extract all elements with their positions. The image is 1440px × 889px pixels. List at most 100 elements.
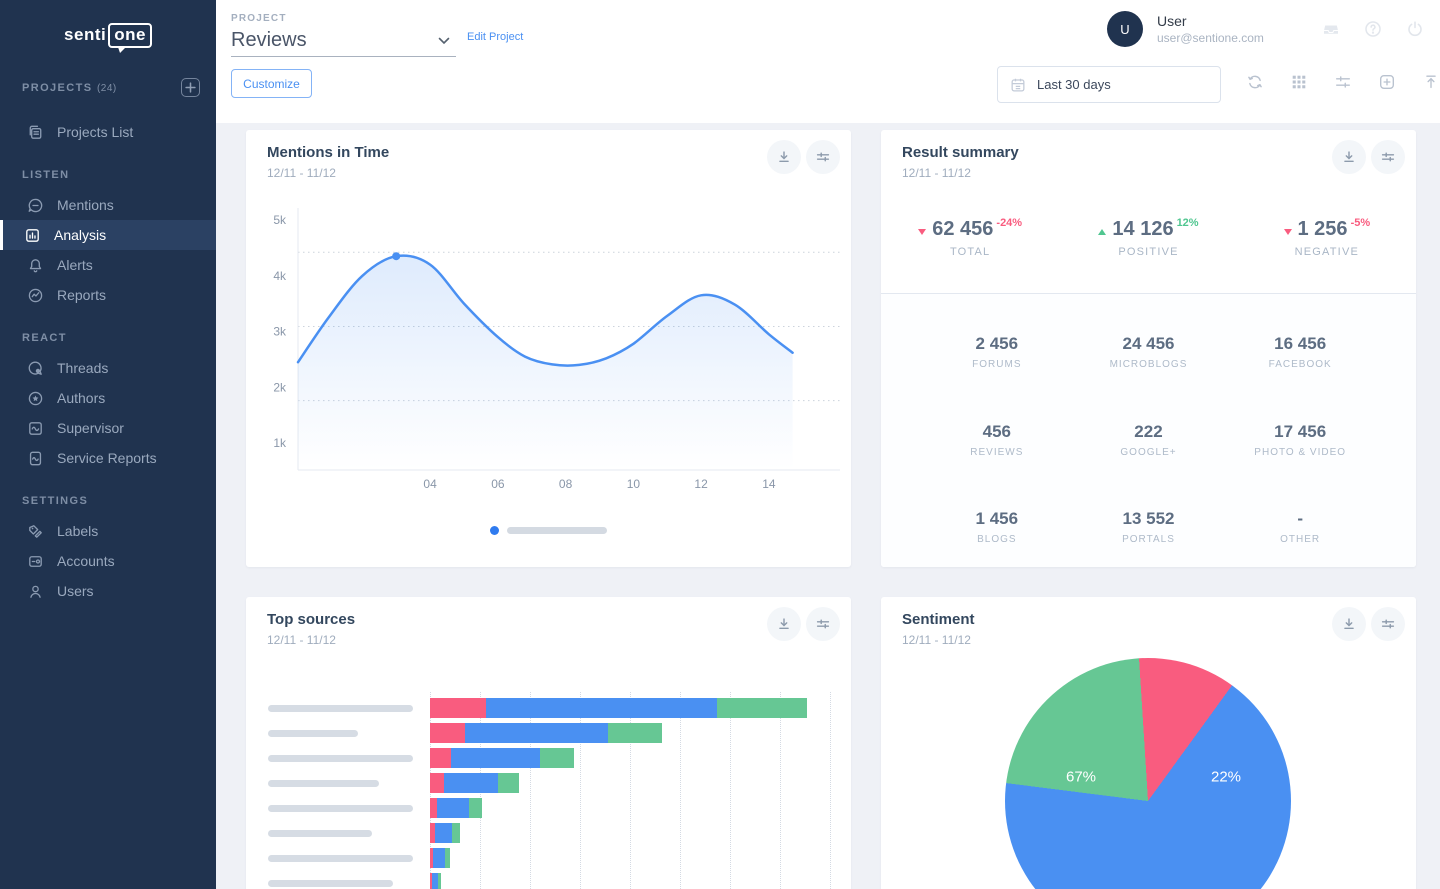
calendar-icon <box>1009 76 1027 94</box>
pie-slice-label: 22% <box>1210 768 1242 786</box>
source-bar-row[interactable] <box>246 848 851 868</box>
inbox-icon[interactable] <box>1321 19 1341 39</box>
bar-segment-negative[interactable] <box>430 798 437 818</box>
avatar[interactable]: U <box>1107 11 1143 47</box>
breakdown-value: 2 456 <box>975 334 1019 353</box>
widget-settings-icon[interactable] <box>806 140 840 174</box>
sidebar-item-threads[interactable]: Threads <box>0 353 216 383</box>
bar-segment-positive[interactable] <box>717 698 807 718</box>
bar-segment-neutral[interactable] <box>437 798 469 818</box>
bar-segment-negative[interactable] <box>430 723 465 743</box>
breakdown-label: MICROBLOGS <box>1109 359 1188 370</box>
sidebar-item-service-reports[interactable]: Service Reports <box>0 443 216 473</box>
bar-segment-negative[interactable] <box>430 823 435 843</box>
redacted-source-label <box>268 754 413 762</box>
stat-label: NEGATIVE <box>1294 246 1360 258</box>
sentiment-pie-chart[interactable]: 67% 22% <box>881 597 1416 889</box>
date-range-picker[interactable]: Last 30 days <box>997 66 1221 103</box>
widget-settings-icon[interactable] <box>806 607 840 641</box>
source-bar-row[interactable] <box>246 823 851 843</box>
export-icon[interactable] <box>1422 73 1440 91</box>
bar-segment-neutral[interactable] <box>486 698 717 718</box>
sidebar-item-reports[interactable]: Reports <box>0 280 216 310</box>
bar-stack <box>430 848 450 868</box>
breakdown-value: 456 <box>982 421 1012 441</box>
sidebar-item-analysis[interactable]: Analysis <box>0 220 216 250</box>
source-bar-row[interactable] <box>246 873 851 889</box>
sidebar-item-alerts[interactable]: Alerts <box>0 250 216 280</box>
topbar: PROJECT Reviews Edit Project U User user… <box>216 0 1440 123</box>
card-actions <box>1332 140 1405 174</box>
bar-segment-negative[interactable] <box>430 698 486 718</box>
bar-segment-neutral[interactable] <box>451 748 540 768</box>
grid-icon[interactable] <box>1290 73 1308 91</box>
bar-segment-positive[interactable] <box>438 873 441 889</box>
bar-segment-positive[interactable] <box>608 723 662 743</box>
gridline <box>530 692 531 889</box>
sidebar-item-mentions[interactable]: Mentions <box>0 190 216 220</box>
add-widget-icon[interactable] <box>1378 73 1396 91</box>
sidebar-item-label: Alerts <box>57 257 93 273</box>
nav-section-header: REACT <box>22 332 67 344</box>
card-date-range: 12/11 - 11/12 <box>902 166 971 180</box>
sidebar-item-projects-list[interactable]: Projects List <box>0 117 216 147</box>
refresh-icon[interactable] <box>1246 73 1264 91</box>
bar-segment-positive[interactable] <box>540 748 574 768</box>
sidebar-item-labels[interactable]: Labels <box>0 516 216 546</box>
card-title: Sentiment <box>902 611 975 628</box>
bar-segment-neutral[interactable] <box>435 823 452 843</box>
bar-segment-neutral[interactable] <box>465 723 608 743</box>
source-bar-row[interactable] <box>246 723 851 743</box>
widget-settings-icon[interactable] <box>1371 140 1405 174</box>
download-icon[interactable] <box>1332 140 1366 174</box>
edit-project-link[interactable]: Edit Project <box>467 31 524 43</box>
download-icon[interactable] <box>1332 607 1366 641</box>
bar-segment-negative[interactable] <box>430 748 451 768</box>
widget-settings-icon[interactable] <box>1371 607 1405 641</box>
bar-segment-neutral[interactable] <box>444 773 498 793</box>
sidebar-item-authors[interactable]: Authors <box>0 383 216 413</box>
source-bar-row[interactable] <box>246 698 851 718</box>
supervisor-wave-icon <box>25 418 45 438</box>
project-select-dropdown[interactable]: Reviews <box>231 25 456 57</box>
power-icon[interactable] <box>1405 19 1425 39</box>
customize-button[interactable]: Customize <box>231 69 312 98</box>
bar-segment-positive[interactable] <box>445 848 450 868</box>
sidebar-item-accounts[interactable]: Accounts <box>0 546 216 576</box>
mentions-line-chart[interactable]: 5k 4k 3k 2k 1k 04 06 08 10 12 14 <box>246 200 851 505</box>
projects-section-header: PROJECTS (24) <box>0 70 216 103</box>
chart-legend[interactable] <box>246 526 851 535</box>
help-icon[interactable] <box>1363 19 1383 39</box>
bar-segment-positive[interactable] <box>452 823 460 843</box>
breakdown-label: FORUMS <box>972 359 1022 370</box>
download-icon[interactable] <box>767 607 801 641</box>
nav-section: LISTEN Mentions Analysis Alerts Reports <box>0 161 216 310</box>
bar-segment-negative[interactable] <box>430 773 444 793</box>
bar-segment-negative[interactable] <box>430 848 433 868</box>
filters-icon[interactable] <box>1334 73 1352 91</box>
sidebar-item-label: Accounts <box>57 553 115 569</box>
user-block[interactable]: U User user@sentione.com <box>1107 11 1264 47</box>
bar-segment-positive[interactable] <box>469 798 482 818</box>
bar-segment-negative[interactable] <box>430 873 432 889</box>
redacted-source-label <box>268 829 372 837</box>
sidebar-item-supervisor[interactable]: Supervisor <box>0 413 216 443</box>
sidebar-item-users[interactable]: Users <box>0 576 216 606</box>
add-project-button[interactable] <box>181 78 200 97</box>
gridline <box>730 692 731 889</box>
download-icon[interactable] <box>767 140 801 174</box>
source-bar-row[interactable] <box>246 773 851 793</box>
top-sources-bar-chart[interactable] <box>246 692 851 889</box>
bar-segment-positive[interactable] <box>498 773 519 793</box>
bar-segment-neutral[interactable] <box>432 873 438 889</box>
source-bar-row[interactable] <box>246 748 851 768</box>
service-report-icon <box>25 448 45 468</box>
sentione-logo[interactable]: senti one <box>0 0 216 70</box>
legend-dot-icon <box>490 526 499 535</box>
breakdown-value: - <box>1297 509 1303 529</box>
bar-segment-neutral[interactable] <box>433 848 445 868</box>
bell-icon <box>25 255 45 275</box>
pie[interactable] <box>1005 658 1291 889</box>
source-bar-row[interactable] <box>246 798 851 818</box>
toolbar-row: Customize Last 30 days <box>216 60 1440 123</box>
